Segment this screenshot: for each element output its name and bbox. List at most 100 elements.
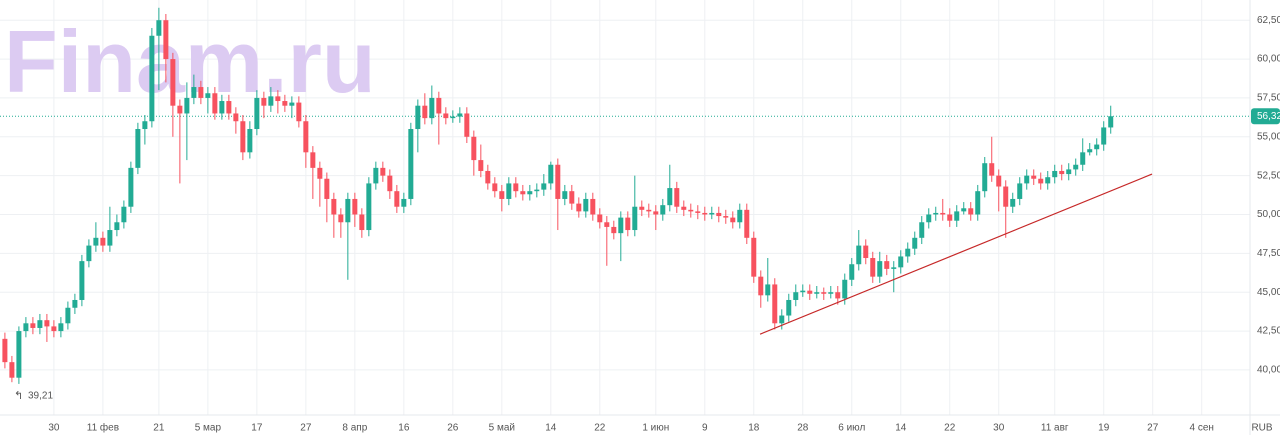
candle-body bbox=[1094, 144, 1100, 150]
candle-body bbox=[765, 284, 771, 296]
candle-body bbox=[975, 191, 981, 215]
x-tick-label: 22 bbox=[944, 423, 956, 434]
x-tick-label: 21 bbox=[153, 423, 165, 434]
candle-body bbox=[30, 323, 36, 328]
candle-body bbox=[499, 191, 505, 199]
x-tick-label: 14 bbox=[545, 423, 557, 434]
candle-body bbox=[93, 237, 99, 246]
candle-body bbox=[597, 214, 603, 223]
x-tick-label: 5 май bbox=[489, 423, 515, 434]
candle-body bbox=[86, 245, 92, 262]
candle-body bbox=[254, 97, 260, 130]
candle-body bbox=[905, 248, 911, 257]
last-price-badge bbox=[1251, 108, 1280, 125]
candle-body bbox=[1003, 186, 1009, 207]
candle-body bbox=[198, 87, 204, 98]
y-tick-label: 47,50 bbox=[1257, 248, 1280, 259]
candle-body bbox=[877, 261, 883, 277]
candle-body bbox=[947, 214, 953, 221]
candle-body bbox=[79, 261, 85, 300]
candle-body bbox=[65, 307, 71, 324]
candle-body bbox=[884, 261, 890, 269]
candle-body bbox=[373, 167, 379, 184]
candle-body bbox=[233, 113, 239, 122]
candle-body bbox=[688, 209, 694, 212]
candle-body bbox=[436, 97, 442, 114]
candle-body bbox=[513, 183, 519, 192]
candle-body bbox=[541, 183, 547, 190]
candle-body bbox=[583, 198, 589, 212]
candle-body bbox=[590, 198, 596, 215]
y-tick-label: 45,00 bbox=[1257, 287, 1280, 298]
x-tick-label: 5 мар bbox=[195, 423, 222, 434]
candle-body bbox=[954, 211, 960, 221]
candle-body bbox=[275, 96, 281, 102]
candle-body bbox=[289, 102, 295, 106]
candle-body bbox=[835, 292, 841, 299]
candle-body bbox=[107, 230, 113, 246]
candle-body bbox=[331, 198, 337, 215]
x-tick-label: 9 bbox=[702, 423, 708, 434]
candle-body bbox=[1059, 170, 1065, 175]
candle-body bbox=[646, 209, 652, 212]
x-tick-label: 28 bbox=[797, 423, 809, 434]
candle-body bbox=[807, 290, 813, 294]
candle-body bbox=[1073, 164, 1079, 170]
candle-body bbox=[660, 205, 666, 215]
candle-body bbox=[737, 209, 743, 223]
candle-body bbox=[555, 164, 561, 199]
candle-body bbox=[870, 258, 876, 277]
candle-body bbox=[156, 20, 162, 36]
y-tick-label: 55,00 bbox=[1257, 131, 1280, 142]
x-tick-label: 11 авг bbox=[1041, 423, 1069, 434]
candle-body bbox=[786, 299, 792, 316]
candle-body bbox=[1066, 169, 1072, 175]
candle-body bbox=[247, 129, 253, 153]
candle-body bbox=[394, 191, 400, 207]
candle-body bbox=[604, 222, 610, 227]
candle-body bbox=[261, 97, 267, 106]
y-tick-label: 50,00 bbox=[1257, 209, 1280, 220]
x-tick-label: 30 bbox=[993, 423, 1005, 434]
candle-body bbox=[457, 113, 463, 117]
candle-body bbox=[9, 362, 15, 378]
candle-body bbox=[296, 102, 302, 122]
candle-body bbox=[912, 237, 918, 249]
candle-body bbox=[828, 292, 834, 294]
candle-body bbox=[695, 211, 701, 213]
candle-body bbox=[926, 214, 932, 223]
candle-body bbox=[51, 326, 57, 332]
candle-body bbox=[821, 292, 827, 294]
candle-body bbox=[37, 320, 43, 328]
candle-body bbox=[891, 267, 897, 269]
candle-body bbox=[1017, 183, 1023, 199]
candle-body bbox=[464, 113, 470, 137]
candle-body bbox=[380, 167, 386, 176]
candle-body bbox=[1101, 127, 1107, 145]
y-tick-label: 42,50 bbox=[1257, 326, 1280, 337]
x-tick-label: 8 апр bbox=[342, 423, 367, 434]
candle-body bbox=[1052, 170, 1058, 178]
candle-body bbox=[982, 163, 988, 192]
candle-body bbox=[674, 188, 680, 207]
candle-body bbox=[219, 101, 225, 114]
candle-body bbox=[527, 191, 533, 195]
candle-body bbox=[240, 121, 246, 153]
x-tick-label: 30 bbox=[48, 423, 60, 434]
candle-body bbox=[429, 97, 435, 119]
y-tick-label: 57,50 bbox=[1257, 93, 1280, 104]
y-tick-label: 62,50 bbox=[1257, 15, 1280, 26]
candle-body bbox=[716, 212, 722, 217]
candle-body bbox=[758, 276, 764, 296]
candle-body bbox=[191, 87, 197, 98]
x-tick-label: 19 bbox=[1098, 423, 1110, 434]
candle-body bbox=[576, 203, 582, 212]
candle-body bbox=[2, 338, 8, 363]
candle-body bbox=[142, 121, 148, 130]
candle-body bbox=[751, 237, 757, 277]
candle-body bbox=[989, 163, 995, 176]
candle-body bbox=[940, 212, 946, 215]
candle-body bbox=[919, 222, 925, 238]
x-tick-label: 27 bbox=[1147, 423, 1159, 434]
